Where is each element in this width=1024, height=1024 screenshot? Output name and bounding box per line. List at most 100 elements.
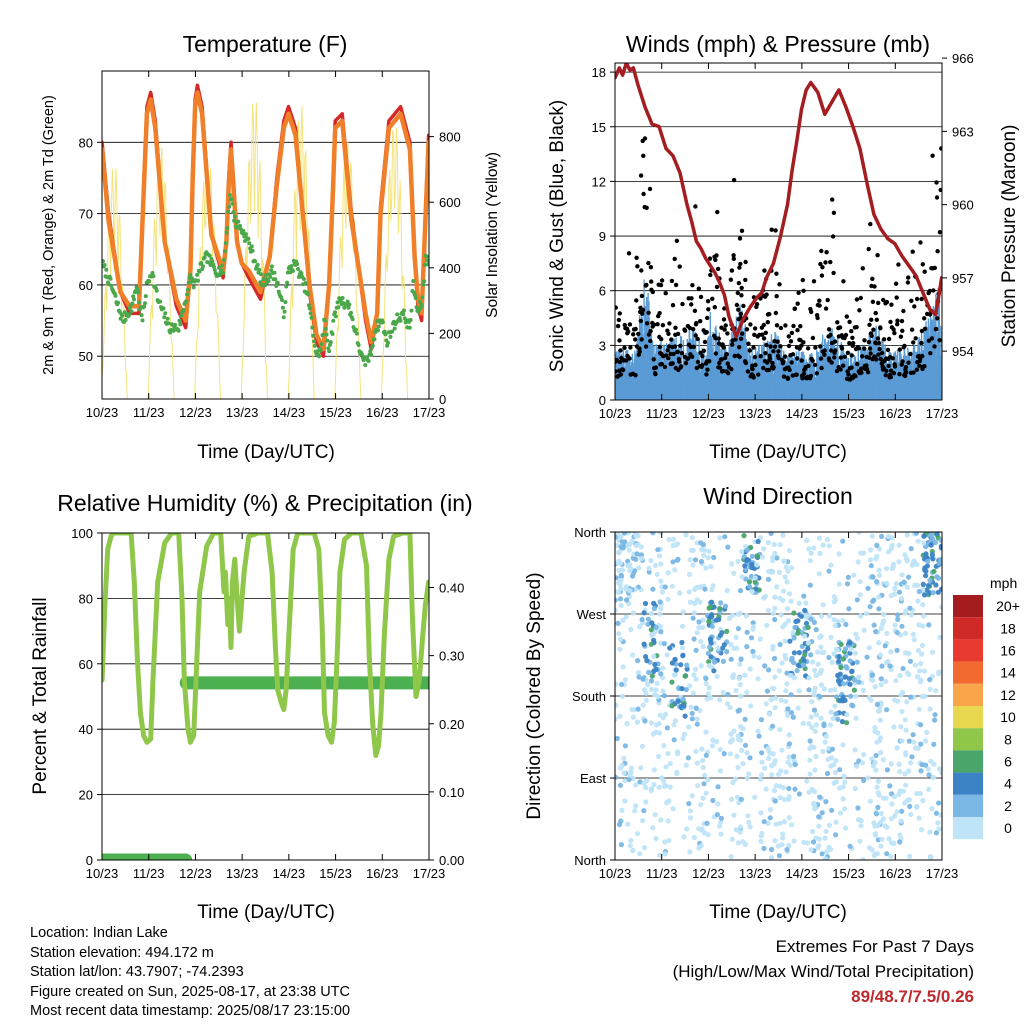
- direction-point: [892, 591, 898, 597]
- direction-point: [811, 689, 817, 695]
- direction-point: [615, 716, 618, 722]
- gust-point: [735, 290, 740, 296]
- gust-point: [649, 279, 654, 284]
- direction-point: [777, 727, 783, 733]
- gust-point: [839, 346, 845, 351]
- y-tick-label: 50: [79, 349, 93, 364]
- direction-point: [737, 661, 743, 667]
- gust-point: [858, 295, 863, 301]
- direction-point: [693, 666, 699, 672]
- direction-point: [677, 590, 683, 596]
- direction-point: [679, 639, 685, 646]
- direction-point: [685, 755, 692, 761]
- direction-point: [795, 618, 801, 624]
- gust-point: [694, 320, 699, 326]
- direction-point: [818, 613, 825, 619]
- direction-point: [872, 760, 878, 766]
- gust-point: [829, 360, 834, 365]
- colorbar-swatch: [953, 595, 983, 618]
- direction-point: [703, 752, 709, 759]
- direction-point: [936, 560, 942, 567]
- direction-point: [652, 812, 658, 818]
- precip-series: [102, 676, 429, 860]
- humidity-x-label: Time (Day/UTC): [197, 902, 335, 923]
- gust-point: [663, 291, 668, 296]
- direction-point: [734, 645, 740, 651]
- direction-point: [803, 613, 810, 619]
- y-tick-label: South: [572, 689, 606, 704]
- direction-point: [698, 540, 704, 546]
- dewpoint-point: [388, 334, 393, 339]
- direction-point: [737, 829, 743, 835]
- colorbar-unit: mph: [990, 575, 1017, 591]
- direction-point: [810, 659, 816, 665]
- gust-point: [904, 370, 909, 375]
- direction-point: [658, 605, 664, 612]
- gust-point: [866, 339, 872, 345]
- direction-point: [707, 636, 714, 642]
- direction-point: [829, 807, 835, 813]
- direction-point: [879, 663, 885, 669]
- direction-point: [667, 761, 673, 767]
- direction-point: [658, 817, 664, 823]
- direction-point: [816, 571, 822, 577]
- direction-point: [627, 843, 633, 849]
- direction-point: [694, 584, 700, 591]
- direction-point: [662, 851, 668, 857]
- direction-point: [707, 604, 714, 610]
- gust-point: [830, 197, 835, 202]
- y-tick-label: 40: [79, 722, 93, 737]
- colorbar-swatch: [953, 772, 983, 795]
- direction-point: [771, 541, 777, 548]
- direction-point: [640, 676, 646, 682]
- direction-point: [847, 681, 853, 687]
- direction-point: [820, 542, 826, 548]
- direction-point: [878, 810, 885, 817]
- direction-point: [684, 826, 690, 832]
- direction-point: [813, 722, 820, 728]
- latest-text: Most recent data timestamp: 2025/08/17 2…: [30, 1003, 351, 1019]
- gust-point: [799, 358, 804, 363]
- direction-point: [855, 805, 861, 811]
- direction-point: [641, 808, 647, 814]
- direction-point: [783, 698, 789, 704]
- direction-point: [619, 807, 625, 813]
- direction-point: [875, 778, 882, 785]
- gust-point: [726, 371, 731, 376]
- direction-point: [750, 624, 756, 630]
- direction-point: [822, 739, 828, 745]
- direction-point: [796, 791, 803, 797]
- direction-point: [857, 838, 863, 844]
- direction-point: [742, 742, 749, 748]
- direction-point: [928, 542, 934, 548]
- direction-point: [619, 693, 625, 700]
- colorbar-label: 10: [1000, 709, 1016, 725]
- direction-point: [662, 584, 668, 590]
- gust-point: [672, 344, 678, 349]
- direction-point: [753, 586, 759, 592]
- direction-point: [697, 599, 703, 605]
- direction-point: [781, 558, 788, 564]
- gust-point: [862, 346, 867, 351]
- direction-point: [843, 621, 849, 628]
- direction-point: [640, 702, 646, 708]
- y-tick-label: 100: [71, 526, 93, 541]
- gust-point: [763, 351, 768, 356]
- direction-point: [854, 597, 860, 603]
- gust-point: [682, 328, 688, 333]
- gust-point: [771, 349, 776, 354]
- direction-point: [828, 634, 834, 641]
- direction-point: [853, 715, 859, 721]
- dewpoint-point: [390, 329, 395, 334]
- gust-point: [739, 293, 744, 298]
- direction-point: [705, 777, 711, 783]
- gust-point: [795, 328, 800, 333]
- direction-point: [646, 565, 652, 572]
- dewpoint-point: [310, 325, 315, 330]
- x-tick-label: 13/23: [739, 406, 772, 421]
- gust-point: [683, 361, 689, 366]
- direction-point: [888, 649, 894, 655]
- direction-point: [645, 682, 651, 688]
- direction-point: [918, 722, 924, 728]
- y-tick-label: 70: [79, 207, 93, 222]
